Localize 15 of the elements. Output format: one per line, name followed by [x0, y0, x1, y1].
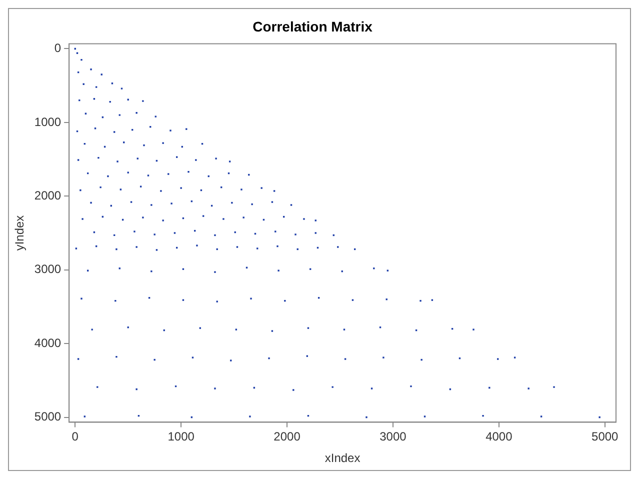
- x-tick-label: 5000: [592, 430, 619, 444]
- y-tick-label: 5000: [34, 410, 62, 424]
- y-tick-label: 2000: [34, 188, 62, 202]
- x-tick-label: 3000: [380, 430, 407, 444]
- chart-title: Correlation Matrix: [252, 18, 373, 34]
- x-tick-label: 2000: [274, 430, 301, 444]
- y-axis-title: yIndex: [12, 215, 27, 251]
- x-axis-title: xIndex: [324, 451, 360, 466]
- x-tick-label: 4000: [486, 430, 513, 444]
- x-tick-label: 1000: [168, 430, 195, 444]
- y-tick-label: 4000: [34, 336, 62, 350]
- y-tick-label: 1000: [34, 114, 62, 129]
- y-tick-label: 3000: [34, 262, 62, 276]
- x-tick-label: 0: [72, 430, 79, 444]
- y-tick-label: 0: [54, 41, 62, 56]
